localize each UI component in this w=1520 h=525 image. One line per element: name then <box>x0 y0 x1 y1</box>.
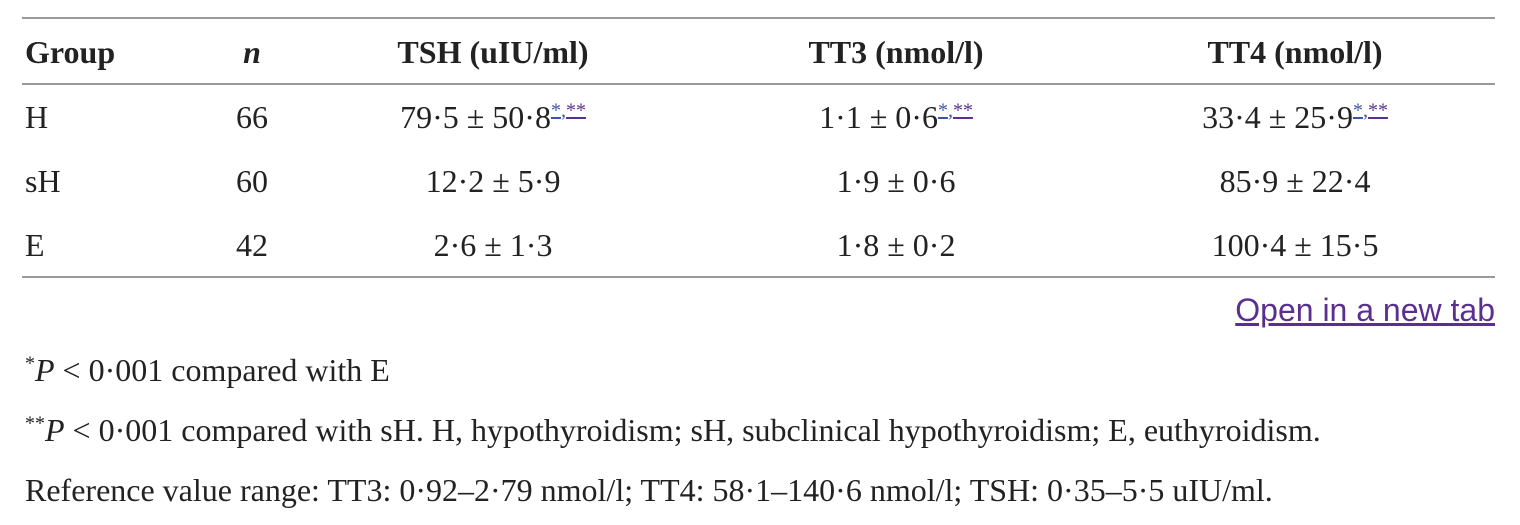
cell-text: 2·6 ± 1·3 <box>433 227 553 263</box>
table-cell: 12·2 ± 5·9 <box>426 161 561 201</box>
footnote-mark: ** <box>25 412 45 435</box>
table-cell: 85·9 ± 22·4 <box>1220 161 1371 201</box>
cell-text: 60 <box>236 163 268 199</box>
cell-text: 42 <box>236 227 268 263</box>
footnote-ref[interactable]: * <box>550 99 561 122</box>
cell-text: 33·4 ± 25·9 <box>1202 99 1353 135</box>
ref-separator[interactable]: , <box>947 99 953 122</box>
table-cell: 33·4 ± 25·9*,** <box>1202 97 1388 137</box>
table-cell: 2·6 ± 1·3 <box>434 225 553 265</box>
footnote: **P < 0·001 compared with sH. H, hypothy… <box>25 410 1321 450</box>
header-cell: n <box>243 34 261 70</box>
table-cell: 42 <box>236 225 268 265</box>
cell-text: sH <box>25 163 61 199</box>
table-cell: 1·9 ± 0·6 <box>837 161 956 201</box>
header-cell: TSH (uIU/ml) <box>397 34 589 70</box>
table-top-rule <box>22 17 1495 19</box>
cell-text: 1·9 ± 0·6 <box>836 163 956 199</box>
open-in-new-tab-link[interactable]: Open in a new tab <box>1235 292 1495 328</box>
cell-text: E <box>25 227 45 263</box>
header-cell: TT4 (nmol/l) <box>1207 34 1383 70</box>
cell-text: 12·2 ± 5·9 <box>425 163 561 199</box>
footnote-text: < 0·001 compared with sH. H, hypothyroid… <box>64 412 1321 448</box>
table-cell: 1·1 ± 0·6*,** <box>819 97 973 137</box>
footnote-refs: *,** <box>1353 99 1388 121</box>
footnote-ref[interactable]: * <box>1352 99 1363 122</box>
header-cell: TT3 (nmol/l) <box>808 34 984 70</box>
footnote-italic: P <box>35 352 55 388</box>
table-cell: 60 <box>236 161 268 201</box>
cell-text: 85·9 ± 22·4 <box>1219 163 1371 199</box>
table-cell: 79·5 ± 50·8*,** <box>400 97 586 137</box>
table-cell: H <box>25 97 48 137</box>
footnote-text: < 0·001 compared with E <box>54 352 390 388</box>
table-cell: 66 <box>236 97 268 137</box>
footnote-refs: *,** <box>938 99 973 121</box>
footnote-ref[interactable]: * <box>937 99 948 122</box>
table-cell: sH <box>25 161 61 201</box>
header-cell: Group <box>25 34 116 70</box>
footnote-refs: *,** <box>551 99 586 121</box>
table-cell: 100·4 ± 15·5 <box>1212 225 1379 265</box>
ref-separator[interactable]: , <box>1362 99 1368 122</box>
footnote-ref[interactable]: ** <box>1367 99 1388 122</box>
footnote: Reference value range: TT3: 0·92–2·79 nm… <box>25 470 1273 510</box>
ref-separator[interactable]: , <box>560 99 566 122</box>
footnote-ref[interactable]: ** <box>565 99 586 122</box>
cell-text: H <box>25 99 49 135</box>
table-bottom-rule <box>22 276 1495 278</box>
table-cell: E <box>25 225 45 265</box>
cell-text: 100·4 ± 15·5 <box>1211 227 1379 263</box>
footnote-mark: * <box>25 352 35 375</box>
footnote: *P < 0·001 compared with E <box>25 350 390 390</box>
footnote-ref[interactable]: ** <box>952 99 973 122</box>
cell-text: 1·1 ± 0·6 <box>819 99 938 135</box>
table-cell: 1·8 ± 0·2 <box>837 225 956 265</box>
cell-text: 79·5 ± 50·8 <box>400 99 551 135</box>
footnote-italic: P <box>45 412 65 448</box>
cell-text: 1·8 ± 0·2 <box>836 227 956 263</box>
cell-text: 66 <box>236 99 268 135</box>
header-rule <box>22 83 1495 85</box>
footnote-text: Reference value range: TT3: 0·92–2·79 nm… <box>25 472 1273 508</box>
